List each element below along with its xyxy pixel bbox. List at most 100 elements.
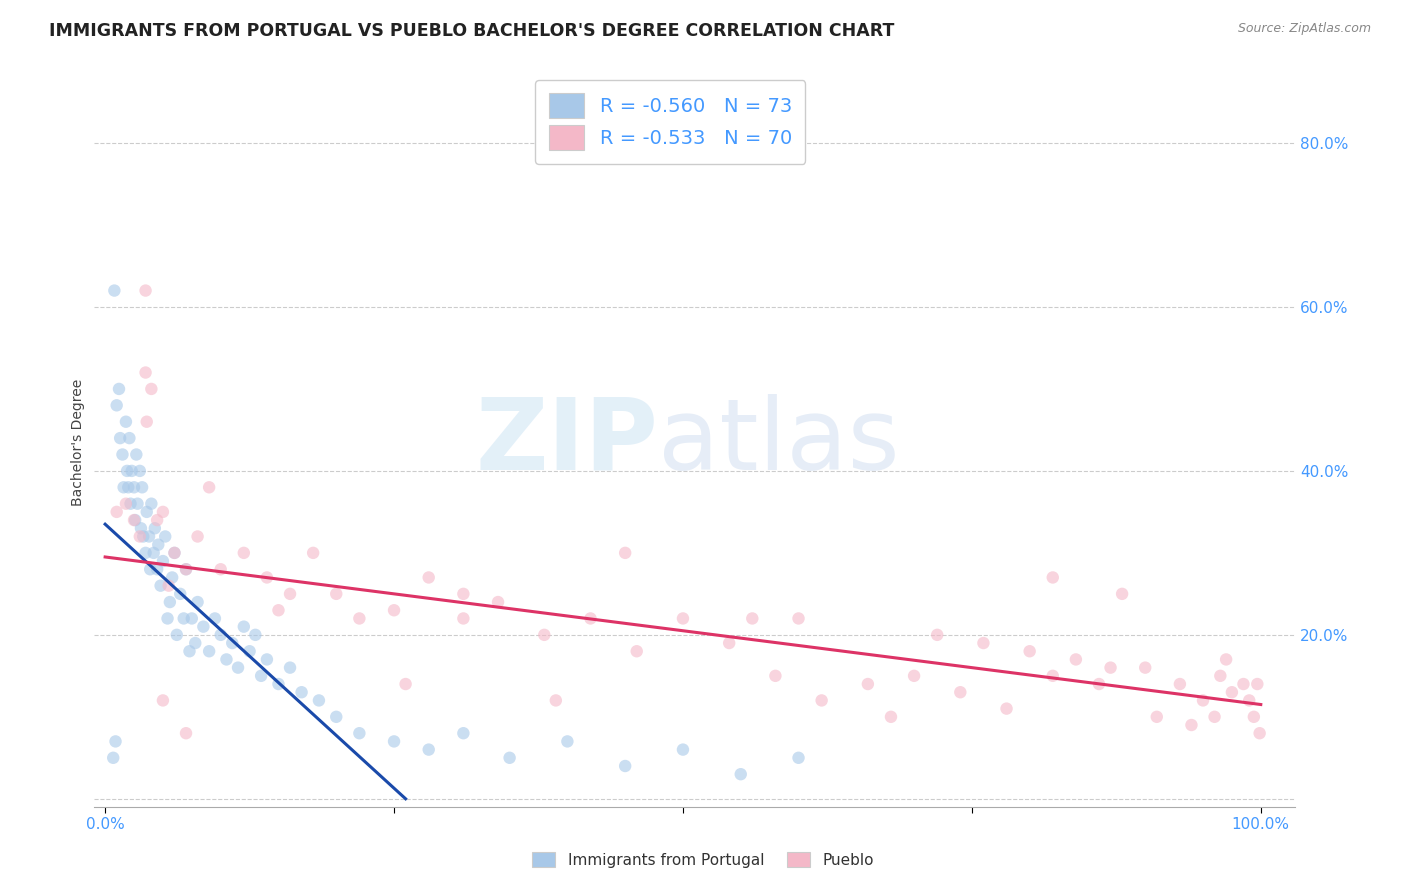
Point xyxy=(146,562,169,576)
Point xyxy=(325,587,347,601)
Point xyxy=(131,480,153,494)
Point xyxy=(179,644,201,658)
Point xyxy=(1215,652,1237,666)
Point xyxy=(174,726,197,740)
Point xyxy=(174,562,197,576)
Point xyxy=(579,611,602,625)
Legend: Immigrants from Portugal, Pueblo: Immigrants from Portugal, Pueblo xyxy=(526,846,880,873)
Point xyxy=(149,579,172,593)
Point xyxy=(1099,660,1122,674)
Point xyxy=(1146,710,1168,724)
Point xyxy=(267,677,290,691)
Point xyxy=(103,751,125,765)
Point xyxy=(135,415,157,429)
Point xyxy=(156,611,179,625)
Point xyxy=(486,595,509,609)
Point xyxy=(129,521,152,535)
Point xyxy=(741,611,763,625)
Point xyxy=(118,431,141,445)
Point xyxy=(122,513,145,527)
Point xyxy=(215,652,238,666)
Point xyxy=(160,570,183,584)
Point xyxy=(1232,677,1254,691)
Text: ZIP: ZIP xyxy=(475,393,658,491)
Point xyxy=(204,611,226,625)
Point xyxy=(949,685,972,699)
Point xyxy=(139,562,162,576)
Point xyxy=(141,382,163,396)
Point xyxy=(239,644,262,658)
Point xyxy=(198,644,221,658)
Point xyxy=(157,579,180,593)
Point xyxy=(155,529,177,543)
Point xyxy=(245,628,267,642)
Point xyxy=(291,685,314,699)
Point xyxy=(278,587,301,601)
Point xyxy=(112,480,135,494)
Point xyxy=(672,611,695,625)
Point xyxy=(193,620,215,634)
Point xyxy=(718,636,741,650)
Point xyxy=(1249,726,1271,740)
Point xyxy=(135,505,157,519)
Point xyxy=(1192,693,1215,707)
Point xyxy=(927,628,949,642)
Point xyxy=(135,546,157,560)
Y-axis label: Bachelor's Degree: Bachelor's Degree xyxy=(72,378,86,506)
Point xyxy=(108,431,131,445)
Point xyxy=(125,448,148,462)
Point xyxy=(267,603,290,617)
Point xyxy=(198,480,221,494)
Point xyxy=(1088,677,1111,691)
Point xyxy=(143,521,166,535)
Point xyxy=(302,546,325,560)
Point xyxy=(880,710,903,724)
Point xyxy=(626,644,648,658)
Point xyxy=(103,284,125,298)
Point xyxy=(117,480,139,494)
Point xyxy=(128,464,150,478)
Point xyxy=(173,611,195,625)
Point xyxy=(141,497,163,511)
Point xyxy=(418,570,440,584)
Point xyxy=(226,660,249,674)
Point xyxy=(124,513,146,527)
Point xyxy=(127,497,149,511)
Point xyxy=(995,701,1018,715)
Point xyxy=(166,628,188,642)
Point xyxy=(152,693,174,707)
Point xyxy=(394,677,416,691)
Point xyxy=(187,529,209,543)
Point xyxy=(111,448,134,462)
Point xyxy=(453,611,475,625)
Point xyxy=(120,497,142,511)
Point xyxy=(232,546,254,560)
Point xyxy=(135,366,157,380)
Point xyxy=(108,382,131,396)
Point xyxy=(128,529,150,543)
Point xyxy=(614,759,637,773)
Point xyxy=(533,628,555,642)
Point xyxy=(132,529,155,543)
Point xyxy=(163,546,186,560)
Point xyxy=(1239,693,1261,707)
Point xyxy=(1042,669,1064,683)
Point xyxy=(159,595,181,609)
Point xyxy=(180,611,202,625)
Point xyxy=(382,603,405,617)
Point xyxy=(453,726,475,740)
Point xyxy=(1168,677,1191,691)
Point xyxy=(730,767,752,781)
Point xyxy=(115,464,138,478)
Point xyxy=(105,505,128,519)
Point xyxy=(174,562,197,576)
Point xyxy=(418,742,440,756)
Point xyxy=(1042,570,1064,584)
Point xyxy=(221,636,243,650)
Point xyxy=(903,669,925,683)
Point xyxy=(1204,710,1226,724)
Point xyxy=(152,554,174,568)
Point xyxy=(453,587,475,601)
Point xyxy=(232,620,254,634)
Point xyxy=(856,677,879,691)
